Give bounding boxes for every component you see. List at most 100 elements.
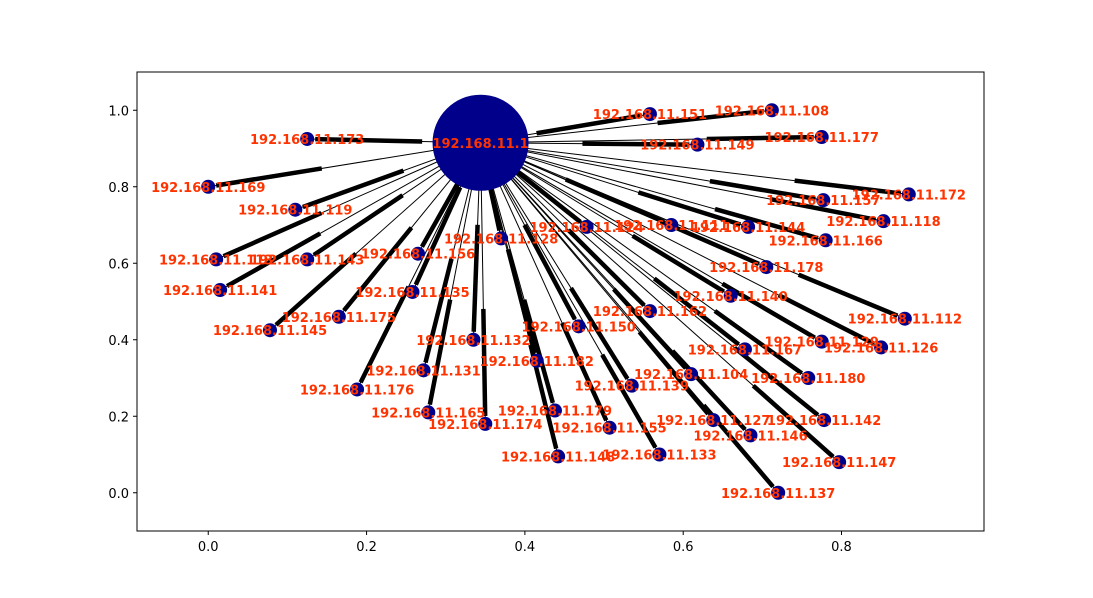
network-node [350, 382, 365, 397]
y-tick-label: 0.6 [108, 257, 129, 272]
node-label: 192.168.11.169 [151, 181, 265, 196]
edge-arrow [481, 308, 488, 416]
node-label: 192.168.11.155 [552, 422, 666, 437]
node-label: 192.168.11.174 [428, 418, 542, 433]
edge-arrow [770, 196, 877, 222]
network-node [642, 304, 657, 319]
edge-arrow [733, 346, 820, 417]
network-node [262, 323, 277, 338]
node-label: 192.168.11.128 [444, 232, 558, 247]
edge-arrow [302, 168, 405, 210]
network-node [801, 371, 816, 385]
network-node [478, 416, 493, 431]
edge-arrow [600, 353, 658, 449]
node-label: 192.168.11.141 [163, 284, 277, 299]
edge-arrow [706, 134, 814, 142]
x-tick-label: 0.4 [515, 540, 536, 555]
node-label: 192.168.11.165 [371, 406, 485, 421]
network-node [300, 252, 315, 267]
edge-arrow [522, 223, 577, 321]
node-label: 192.168.11.166 [769, 234, 883, 249]
edge-arrow [222, 210, 323, 259]
node-label: 192.168.11.172 [852, 188, 966, 203]
node-label: 192.168.11.177 [765, 131, 879, 146]
node-label: 192.168.11.118 [826, 215, 940, 230]
network-node [816, 193, 831, 208]
node-label: 192.168.11.162 [593, 305, 707, 320]
node-label: 192.168.11.112 [848, 313, 962, 328]
network-node [551, 449, 566, 464]
network-node [529, 353, 544, 368]
edge-arrow [413, 186, 463, 286]
node-label: 192.168.11.144 [691, 221, 805, 236]
edge-arrow [714, 206, 819, 241]
node-label: 192.168.11.137 [721, 487, 835, 502]
edge-arrow [566, 228, 646, 308]
network-node [664, 218, 679, 232]
node-label: 192.168.11.111 [614, 219, 728, 234]
node-label: 192.168.11.119 [238, 204, 352, 219]
network-node [201, 179, 216, 194]
y-tick-label: 1.0 [108, 104, 129, 119]
network-node [602, 420, 617, 435]
edge-arrow [521, 299, 555, 404]
edge-arrow [670, 349, 747, 432]
node-label: 192.168.11.149 [640, 139, 754, 154]
node-label: 192.168.11.113 [159, 253, 273, 268]
network-node [764, 103, 779, 118]
network-node [288, 202, 303, 217]
y-tick-label: 0.8 [108, 181, 129, 196]
node-label: 192.168.11.147 [782, 456, 896, 471]
network-node [405, 284, 420, 299]
node-label: 192.168.11.139 [575, 380, 689, 395]
x-tick-label: 0.8 [831, 540, 852, 555]
node-label: 192.168.11.173 [250, 133, 364, 148]
network-node [743, 428, 758, 443]
network-node [706, 413, 721, 428]
network-node [494, 231, 509, 246]
network-node [897, 311, 912, 326]
node-label: 192.168.11.179 [498, 405, 612, 420]
network-node [771, 485, 786, 500]
edge-arrow [274, 252, 358, 327]
network-node [624, 378, 639, 393]
edge-arrow [797, 272, 899, 318]
network-node [421, 405, 436, 420]
edge-arrow [427, 299, 453, 405]
node-label: 192.168.11.143 [250, 253, 364, 268]
edge-arrow [709, 178, 816, 202]
edge-arrow [315, 136, 423, 144]
node-label: 192.168.11.126 [824, 341, 938, 356]
x-tick-label: 0.2 [356, 540, 377, 555]
edge-arrow [505, 248, 537, 354]
network-node [876, 214, 891, 229]
node-label: 192.168.11.108 [715, 104, 829, 119]
node-label: 192.168.11.104 [634, 368, 748, 383]
node-label: 192.168.11.132 [416, 334, 530, 349]
node-label: 192.168.11.150 [522, 320, 636, 335]
edge-arrow [777, 293, 875, 346]
network-node [547, 403, 562, 418]
network-node [300, 131, 315, 146]
network-node [579, 219, 594, 234]
plot-frame [136, 71, 985, 532]
edge-arrow [342, 226, 414, 313]
y-tick-label: 0.4 [108, 334, 129, 349]
node-label: 192.168.11.145 [213, 324, 327, 339]
edge-arrow [582, 141, 690, 147]
node-label: 192.168.11.129 [765, 336, 879, 351]
hub-label: 192.168.11.1 [432, 137, 528, 152]
network-node [213, 283, 228, 298]
node-label: 192.168.11.167 [688, 343, 802, 358]
edge-arrow [419, 172, 465, 248]
node-label: 192.168.11.182 [480, 355, 594, 370]
network-node [690, 137, 705, 152]
nodes-layer [201, 94, 916, 500]
node-label: 192.168.11.146 [693, 429, 807, 444]
node-label: 192.168.11.175 [282, 311, 396, 326]
hub-node [432, 94, 529, 191]
edge-arrow [751, 383, 835, 459]
edge-arrow [312, 193, 404, 257]
